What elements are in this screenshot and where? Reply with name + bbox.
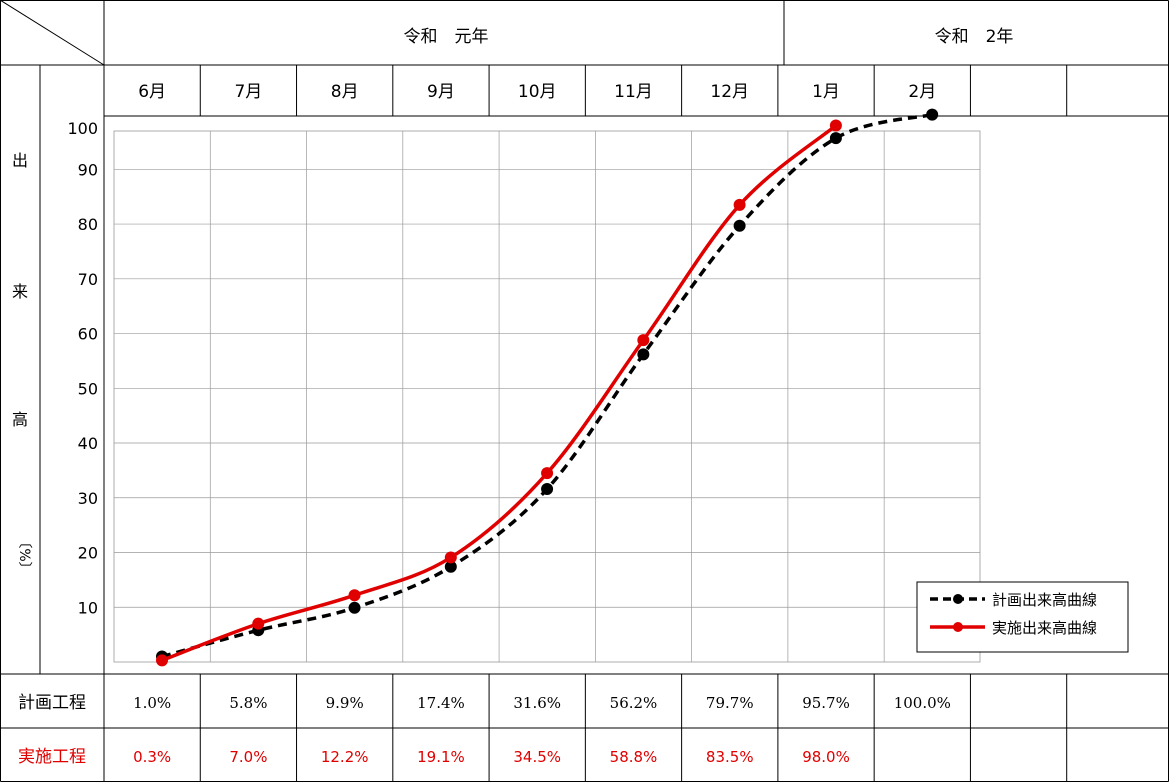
corner-diagonal bbox=[0, 0, 105, 66]
data-point-plan bbox=[829, 132, 842, 145]
legend-actual-label: 実施出来高曲線 bbox=[992, 619, 1097, 637]
month-label: 8月 bbox=[331, 82, 359, 102]
y-tick-label: 50 bbox=[78, 379, 98, 398]
legend-actual-marker bbox=[953, 622, 963, 632]
data-point-actual bbox=[541, 467, 554, 480]
legend-box bbox=[916, 581, 1129, 653]
plan-row-value: 1.0% bbox=[133, 694, 171, 712]
data-point-actual bbox=[444, 551, 457, 564]
legend-plan-label: 計画出来高曲線 bbox=[992, 591, 1097, 609]
y-axis-title-char: 〔%〕 bbox=[16, 534, 32, 575]
data-point-actual bbox=[156, 654, 168, 667]
plan-row-value: 79.7% bbox=[706, 694, 754, 712]
plot-area-frame bbox=[113, 130, 981, 663]
actual-row-value: 19.1% bbox=[417, 748, 465, 766]
y-tick-label: 70 bbox=[78, 270, 98, 289]
data-point-actual bbox=[637, 334, 650, 347]
y-tick-label: 30 bbox=[78, 489, 98, 508]
plan-row-value: 17.4% bbox=[417, 694, 465, 712]
actual-row-value: 7.0% bbox=[229, 748, 267, 766]
month-label: 7月 bbox=[234, 82, 262, 102]
y-axis-title-char: 出 bbox=[12, 151, 28, 170]
data-point-plan bbox=[926, 108, 939, 121]
y-tick-label: 60 bbox=[78, 325, 98, 344]
y-tick-label: 100 bbox=[67, 119, 98, 138]
plot-grid bbox=[113, 130, 981, 663]
era-reiwa-2: 令和 2年 bbox=[935, 27, 1014, 47]
data-point-actual bbox=[733, 198, 746, 211]
data-point-actual bbox=[829, 119, 842, 132]
series-line-plan bbox=[161, 112, 933, 659]
plan-row-value: 100.0% bbox=[894, 694, 951, 712]
month-label: 12月 bbox=[710, 82, 749, 102]
data-point-plan bbox=[444, 560, 457, 573]
month-label: 2月 bbox=[908, 82, 936, 102]
y-axis-title-char: 来 bbox=[12, 282, 28, 301]
data-point-actual bbox=[252, 617, 265, 630]
plan-row-value: 9.9% bbox=[326, 694, 364, 712]
data-point-plan bbox=[541, 483, 554, 496]
plan-row-value: 95.7% bbox=[802, 694, 850, 712]
y-axis-title-char: 高 bbox=[12, 410, 28, 429]
data-point-plan bbox=[733, 219, 746, 232]
month-label: 9月 bbox=[427, 82, 455, 102]
actual-row-value: 34.5% bbox=[513, 748, 561, 766]
actual-row-value: 58.8% bbox=[610, 748, 658, 766]
month-label: 11月 bbox=[614, 82, 653, 102]
chart-series bbox=[156, 108, 939, 667]
actual-row-value: 98.0% bbox=[802, 748, 850, 766]
data-point-plan bbox=[348, 601, 361, 614]
legend-plan-marker bbox=[953, 594, 963, 604]
actual-row-value: 83.5% bbox=[706, 748, 754, 766]
y-tick-label: 20 bbox=[78, 544, 98, 563]
plan-row-label: 計画工程 bbox=[18, 693, 86, 713]
plan-row-value: 5.8% bbox=[229, 694, 267, 712]
plan-row-value: 31.6% bbox=[513, 694, 561, 712]
actual-row-value: 12.2% bbox=[321, 748, 369, 766]
month-label: 1月 bbox=[812, 82, 840, 102]
actual-row-label: 実施工程 bbox=[18, 747, 86, 767]
month-label: 10月 bbox=[518, 82, 557, 102]
data-point-plan bbox=[637, 348, 650, 361]
series-line-actual bbox=[161, 124, 838, 662]
actual-row-value: 0.3% bbox=[133, 748, 171, 766]
y-tick-label: 40 bbox=[78, 434, 98, 453]
plan-row-value: 56.2% bbox=[610, 694, 658, 712]
data-point-actual bbox=[348, 589, 361, 602]
y-tick-label: 80 bbox=[78, 215, 98, 234]
era-reiwa-1: 令和 元年 bbox=[404, 27, 489, 47]
y-tick-label: 90 bbox=[78, 160, 98, 179]
chart-legend: 計画出来高曲線 実施出来高曲線 bbox=[916, 581, 1129, 653]
month-label: 6月 bbox=[138, 82, 166, 102]
y-tick-label: 10 bbox=[78, 598, 98, 617]
